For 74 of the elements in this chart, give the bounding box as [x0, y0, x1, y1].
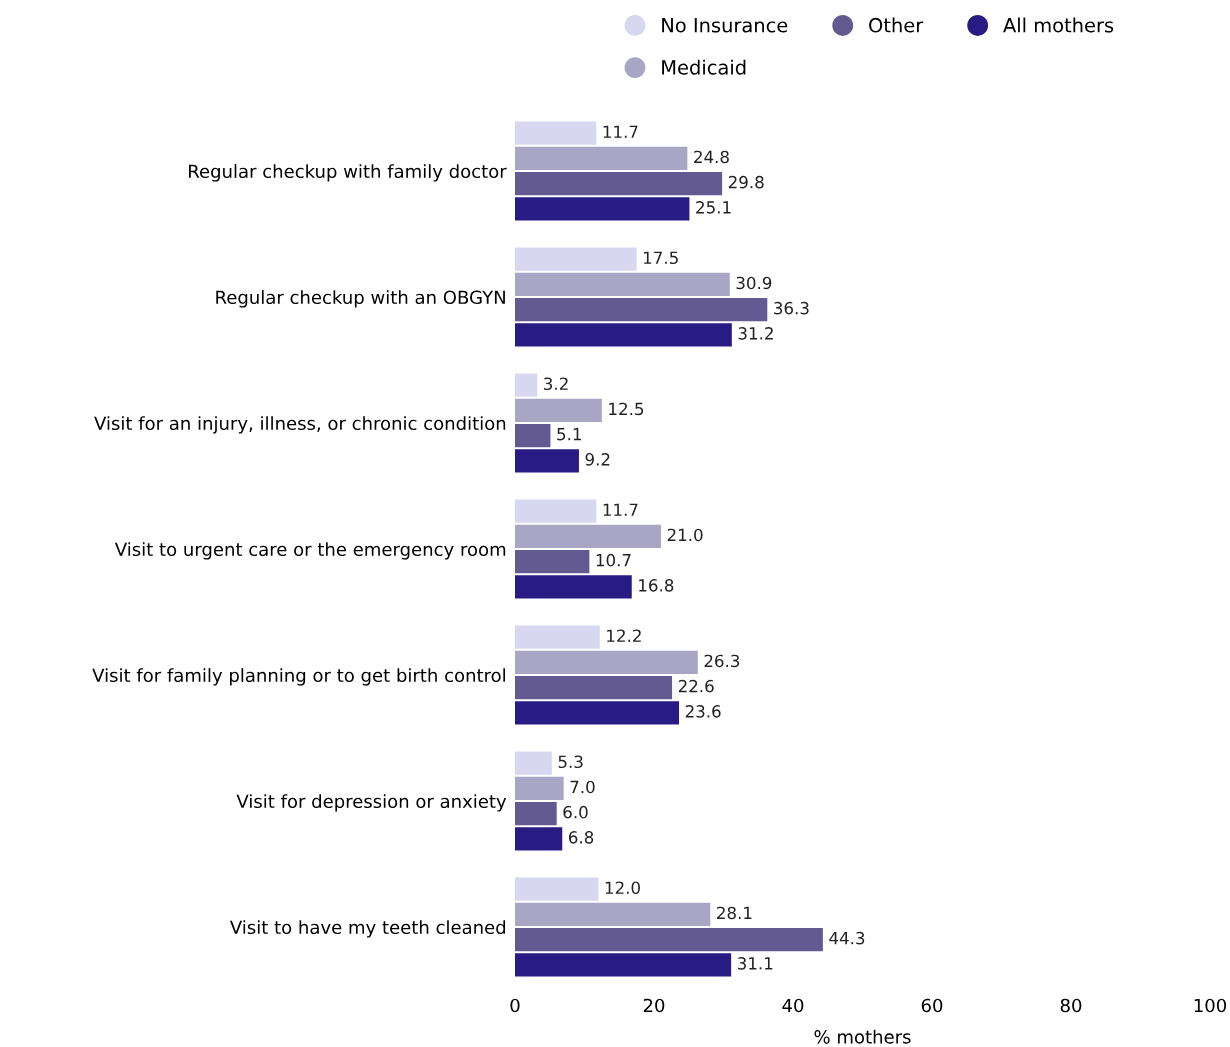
bar	[515, 650, 698, 674]
data-label: 44.3	[829, 931, 865, 945]
data-label: 6.0	[563, 805, 588, 819]
data-label: 5.1	[557, 428, 581, 441]
data-label: 29.8	[728, 175, 764, 189]
data-label: 7.0	[570, 780, 595, 794]
y-tick-label: Visit to have my teeth cleaned	[230, 920, 506, 938]
bar	[515, 524, 661, 548]
x-tick-label: 60	[921, 998, 943, 1013]
data-label: 24.8	[694, 150, 729, 164]
data-label: 23.6	[685, 705, 721, 718]
data-label: 6.8	[568, 831, 594, 844]
y-tick-label: Visit for an injury, illness, or chronic condition	[94, 416, 506, 434]
data-label: 9.2	[585, 453, 610, 466]
y-tick-label: Visit to urgent care or the emergency room	[114, 542, 506, 560]
bar	[515, 827, 563, 851]
data-label: 31.1	[737, 957, 773, 970]
data-label: 17.5	[644, 251, 678, 265]
data-label: 31.2	[738, 327, 773, 340]
x-tick-label: 80	[1060, 998, 1082, 1013]
x-tick-label: 40	[782, 998, 804, 1013]
data-label: 11.7	[603, 503, 638, 516]
bar	[515, 373, 538, 397]
y-tick-label: Regular checkup with an OBGYN	[216, 290, 505, 308]
data-label: 25.1	[696, 201, 731, 214]
data-label: 30.9	[736, 276, 772, 290]
data-label: 26.3	[704, 654, 740, 668]
y-tick-label: Visit for depression or anxiety	[236, 794, 507, 812]
bar	[515, 146, 688, 170]
bar	[515, 247, 637, 271]
bar	[515, 197, 690, 221]
bar	[515, 776, 564, 800]
bar	[515, 928, 823, 952]
bar	[515, 323, 732, 347]
bar	[515, 424, 551, 448]
bar	[515, 676, 673, 700]
data-label: 12.0	[605, 881, 640, 895]
data-label: 12.5	[609, 402, 644, 416]
bar	[515, 499, 597, 523]
bar	[515, 802, 557, 826]
data-label: 10.7	[596, 553, 631, 567]
y-tick-label: Regular checkup with family doctor	[189, 164, 507, 182]
legend-label: Other	[869, 17, 924, 33]
bar	[515, 172, 723, 196]
bar	[515, 550, 590, 574]
bar	[515, 121, 597, 145]
legend-label: No Insurance	[662, 18, 788, 33]
legend-label: All mothers	[1003, 17, 1114, 33]
data-label: 16.8	[639, 579, 674, 592]
bar	[515, 298, 768, 322]
bar	[515, 701, 680, 725]
legend-label: Medicaid	[662, 59, 746, 75]
data-label: 22.6	[678, 679, 714, 693]
data-label: 28.1	[717, 906, 752, 920]
x-tick-label: 100	[1194, 998, 1227, 1013]
data-label: 12.2	[607, 629, 641, 642]
data-label: 36.3	[774, 301, 809, 315]
y-tick-label: Visit for family planning or to get birth control	[92, 668, 505, 686]
data-label: 11.7	[603, 125, 638, 138]
bar	[515, 575, 632, 599]
bar	[515, 877, 599, 901]
bar	[515, 449, 579, 473]
bar	[515, 902, 711, 926]
bar	[515, 625, 600, 649]
x-tick-label: 20	[643, 998, 665, 1013]
data-label: 3.2	[544, 377, 568, 391]
bar	[515, 272, 730, 296]
data-label: 21.0	[667, 528, 703, 542]
data-label: 5.3	[558, 755, 583, 769]
x-tick-label: 0	[510, 998, 520, 1013]
x-axis-title: % mothers	[814, 1029, 911, 1044]
bar	[515, 953, 732, 977]
bar	[515, 751, 552, 775]
bar	[515, 398, 602, 422]
